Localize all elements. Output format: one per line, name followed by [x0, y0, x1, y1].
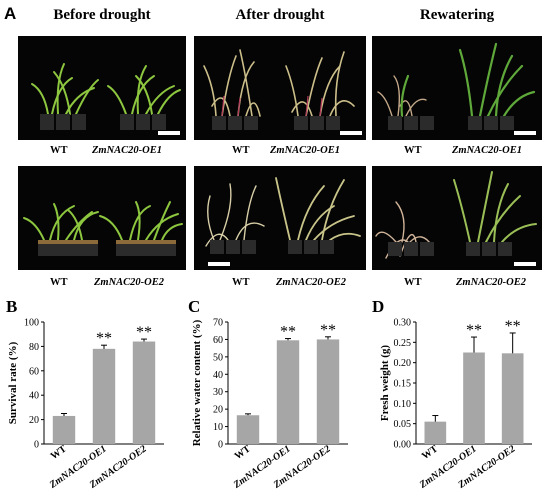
photo-rewatering-oe1 — [372, 36, 542, 140]
chart-survival-rate: B Survival rate (%) 0 20 40 60 80 100 WT ** ZmNAC2… — [0, 296, 182, 499]
photo-before-drought-oe2 — [18, 166, 186, 270]
bar — [316, 339, 340, 444]
photo-before-drought-oe1 — [18, 36, 186, 140]
label-wt: WT — [232, 277, 250, 288]
label-oe1: ZmNAC20-OE1 — [92, 145, 163, 156]
y-tick-label: 0.25 — [394, 338, 412, 349]
column-heading-before-drought: Before drought — [53, 7, 151, 23]
category-label: WT — [420, 443, 440, 462]
y-tick-label: 10 — [213, 422, 223, 433]
category-label: WT — [233, 443, 253, 462]
y-tick-label: 50 — [213, 352, 223, 363]
panel-letter: B — [6, 297, 17, 316]
label-wt: WT — [50, 277, 68, 288]
significance-marker: ** — [280, 324, 296, 341]
y-tick-label: 60 — [29, 366, 39, 377]
bar — [463, 352, 485, 444]
y-tick-label: 80 — [29, 342, 39, 353]
y-tick-label: 0.30 — [394, 318, 412, 329]
column-heading-after-drought: After drought — [235, 7, 325, 23]
y-tick-label: 100 — [24, 318, 39, 329]
photo-after-drought-oe1 — [194, 36, 366, 140]
y-axis-label: Relative water content (%) — [191, 319, 203, 446]
y-tick-label: 0.20 — [394, 358, 412, 369]
panel-letter: D — [372, 297, 384, 316]
y-tick-label: 40 — [213, 370, 223, 381]
significance-marker: ** — [96, 330, 112, 347]
significance-marker: ** — [505, 318, 521, 335]
category-label: WT — [49, 443, 69, 462]
scale-bar — [514, 262, 536, 266]
label-wt: WT — [404, 145, 422, 156]
label-wt: WT — [50, 145, 68, 156]
bar — [424, 421, 447, 444]
y-axis-label: Survival rate (%) — [7, 341, 19, 424]
panel-letter-a: A — [4, 4, 17, 23]
y-tick-label: 0.10 — [394, 399, 412, 410]
scale-bar — [158, 131, 180, 135]
photo-rewatering-oe2 — [372, 166, 542, 270]
column-heading-rewatering: Rewatering — [419, 7, 495, 23]
y-tick-label: 40 — [29, 391, 39, 402]
label-oe1: ZmNAC20-OE1 — [270, 145, 341, 156]
y-tick-label: 70 — [213, 318, 223, 329]
label-oe2: ZmNAC20-OE2 — [94, 277, 165, 288]
y-tick-label: 20 — [213, 405, 223, 416]
chart-relative-water-content: C Relative water content (%) 0 10 20 30 40 50 60… — [182, 296, 366, 499]
y-tick-label: 60 — [213, 335, 223, 346]
significance-marker: ** — [466, 322, 482, 339]
scale-bar — [514, 131, 536, 135]
chart-fresh-weight: D Fresh weight (g) 0.00 0.05 0.10 0.15 0.20 0.2… — [366, 296, 550, 499]
y-tick-label: 30 — [213, 387, 223, 398]
significance-marker: ** — [136, 324, 152, 341]
chart-svg: D Fresh weight (g) 0.00 0.05 0.10 0.15 0.20 0.2… — [372, 297, 532, 491]
significance-marker: ** — [320, 322, 336, 339]
bar — [52, 415, 76, 444]
panel-letter: C — [188, 297, 200, 316]
bar — [92, 348, 116, 444]
y-tick-label: 0.15 — [394, 379, 412, 390]
bar — [132, 341, 156, 444]
photo-after-drought-oe2 — [194, 166, 366, 270]
y-tick-label: 0.00 — [394, 440, 412, 451]
bar — [501, 353, 524, 444]
label-wt: WT — [232, 145, 250, 156]
chart-svg: C Relative water content (%) 0 10 20 30 40 50 60… — [188, 297, 348, 491]
scale-bar — [340, 131, 362, 135]
label-wt: WT — [404, 277, 422, 288]
y-tick-label: 0 — [218, 440, 223, 451]
y-tick-label: 20 — [29, 415, 39, 426]
y-tick-label: 0.05 — [394, 419, 412, 430]
bar — [276, 340, 300, 444]
label-oe2: ZmNAC20-OE2 — [276, 277, 347, 288]
label-oe1: ZmNAC20-OE1 — [452, 145, 523, 156]
y-tick-label: 0 — [34, 440, 39, 451]
label-oe2: ZmNAC20-OE2 — [456, 277, 527, 288]
bar — [236, 415, 260, 444]
y-axis-label: Fresh weight (g) — [379, 345, 391, 422]
scale-bar — [208, 262, 230, 266]
